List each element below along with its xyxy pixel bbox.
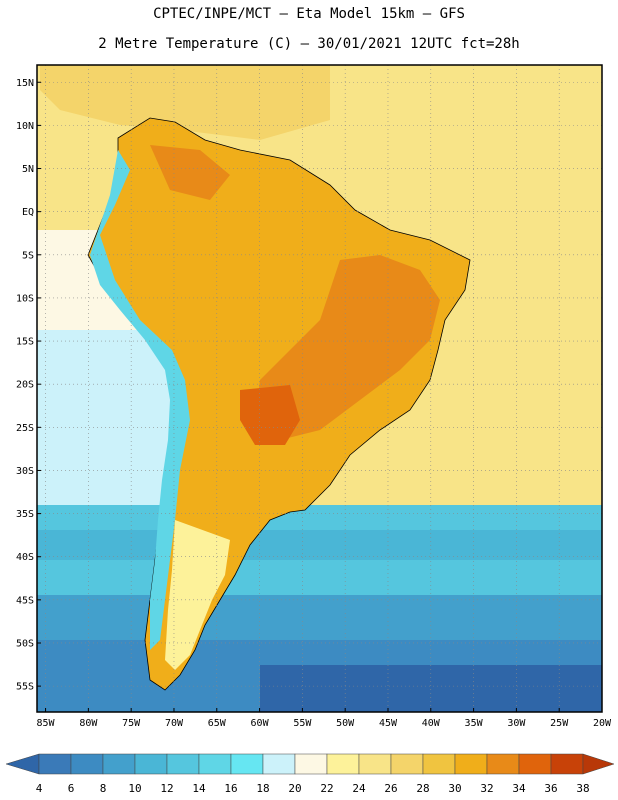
lat-tick-label: 10S: [16, 293, 34, 304]
lat-tick-label: 50S: [16, 638, 34, 649]
colorbar-swatch: [262, 753, 296, 775]
colorbar-label: 26: [384, 782, 397, 795]
lon-tick-label: 20W: [593, 718, 612, 729]
colorbar-high-arrow: [582, 753, 615, 775]
lon-tick-label: 50W: [336, 718, 355, 729]
region-caribbean: [40, 65, 330, 140]
region-hot-core-chaco: [240, 385, 300, 445]
colorbar-label: 22: [320, 782, 333, 795]
lon-tick-label: 45W: [379, 718, 398, 729]
lon-tick-label: 65W: [208, 718, 227, 729]
colorbar-label: 18: [256, 782, 269, 795]
colorbar-swatch: [102, 753, 136, 775]
colorbar-swatch: [422, 753, 456, 775]
colorbar-swatch: [390, 753, 424, 775]
colorbar-swatch: [358, 753, 392, 775]
lat-tick-label: 15N: [16, 78, 34, 89]
colorbar-label: 12: [160, 782, 173, 795]
colorbar-label: 28: [416, 782, 429, 795]
region-southern-ocean-light: [37, 530, 602, 560]
colorbar-label: 36: [544, 782, 557, 795]
lon-tick-label: 60W: [251, 718, 270, 729]
colorbar-label: 6: [68, 782, 75, 795]
region-southern-ocean-lower: [37, 595, 602, 645]
colorbar-swatch: [326, 753, 360, 775]
lat-tick-label: 15S: [16, 337, 34, 348]
lon-tick-label: 55W: [293, 718, 312, 729]
lon-tick-label: 85W: [37, 718, 56, 729]
region-pacific-subtropical: [37, 330, 177, 510]
lon-tick-label: 35W: [465, 718, 484, 729]
region-hot-core-venezuela: [150, 145, 230, 200]
chart-title-line2: 2 Metre Temperature (C) – 30/01/2021 12U…: [98, 36, 520, 52]
colorbar-low-arrow: [5, 753, 40, 775]
colorbar-swatch: [38, 753, 72, 775]
lat-tick-label: 40S: [16, 552, 34, 563]
lon-tick-label: 75W: [122, 718, 141, 729]
lat-tick-label: 35S: [16, 509, 34, 520]
colorbar-label: 38: [576, 782, 589, 795]
lon-tick-label: 70W: [165, 718, 184, 729]
lat-tick-label: EQ: [22, 207, 34, 218]
colorbar-swatch: [454, 753, 488, 775]
region-andes: [90, 150, 190, 650]
map-frame: [36, 64, 603, 713]
colorbar-swatch: [70, 753, 104, 775]
lat-tick-label: 30S: [16, 466, 34, 477]
lat-axis: 15N 10N 5N EQ 5S 10S 15S 20S 25S 30S 35S 40S 45S 50S 5…: [16, 78, 41, 693]
colorbar-swatch: [230, 753, 264, 775]
colorbar-swatch: [486, 753, 520, 775]
lat-tick-label: 5S: [22, 250, 34, 261]
lat-tick-label: 25S: [16, 423, 34, 434]
lon-tick-label: 40W: [422, 718, 441, 729]
region-hot-core-brazil: [255, 255, 440, 440]
colorbar-label: 20: [288, 782, 301, 795]
colorbar-swatch: [294, 753, 328, 775]
colorbar-label: 24: [352, 782, 366, 795]
colorbar-label: 34: [512, 782, 526, 795]
lat-tick-label: 55S: [16, 682, 34, 693]
colorbar-label: 32: [480, 782, 493, 795]
map-fields: [37, 65, 602, 712]
colorbar-label: 14: [192, 782, 206, 795]
colorbar-label: 10: [128, 782, 141, 795]
region-southern-ocean-deepest: [260, 665, 602, 712]
colorbar-swatch: [550, 753, 584, 775]
colorbar-swatch: [198, 753, 232, 775]
lon-tick-label: 25W: [550, 718, 569, 729]
chart-title-line1: CPTEC/INPE/MCT – Eta Model 15km – GFS: [153, 6, 465, 22]
lat-tick-label: 20S: [16, 380, 34, 391]
lon-tick-label: 80W: [79, 718, 98, 729]
colorbar-swatch: [134, 753, 168, 775]
colorbar-label: 8: [100, 782, 107, 795]
lat-tick-label: 5N: [22, 164, 34, 175]
lat-tick-label: 10N: [16, 121, 34, 132]
colorbar-label: 30: [448, 782, 461, 795]
colorbar-swatch: [518, 753, 552, 775]
colorbar-label: 4: [36, 782, 43, 795]
lon-tick-label: 30W: [507, 718, 526, 729]
lon-axis: 85W 80W 75W 70W 65W 60W 55W 50W 45W 40W 35W 30W 25W 2…: [37, 708, 612, 729]
colorbar-label: 16: [224, 782, 237, 795]
colorbar: 4 6 8 10 12 14 16 18 20 22 24 26 28 30 32 34 36 38: [5, 753, 615, 795]
colorbar-swatch: [166, 753, 200, 775]
lat-tick-label: 45S: [16, 595, 34, 606]
region-patagonia: [165, 520, 230, 670]
